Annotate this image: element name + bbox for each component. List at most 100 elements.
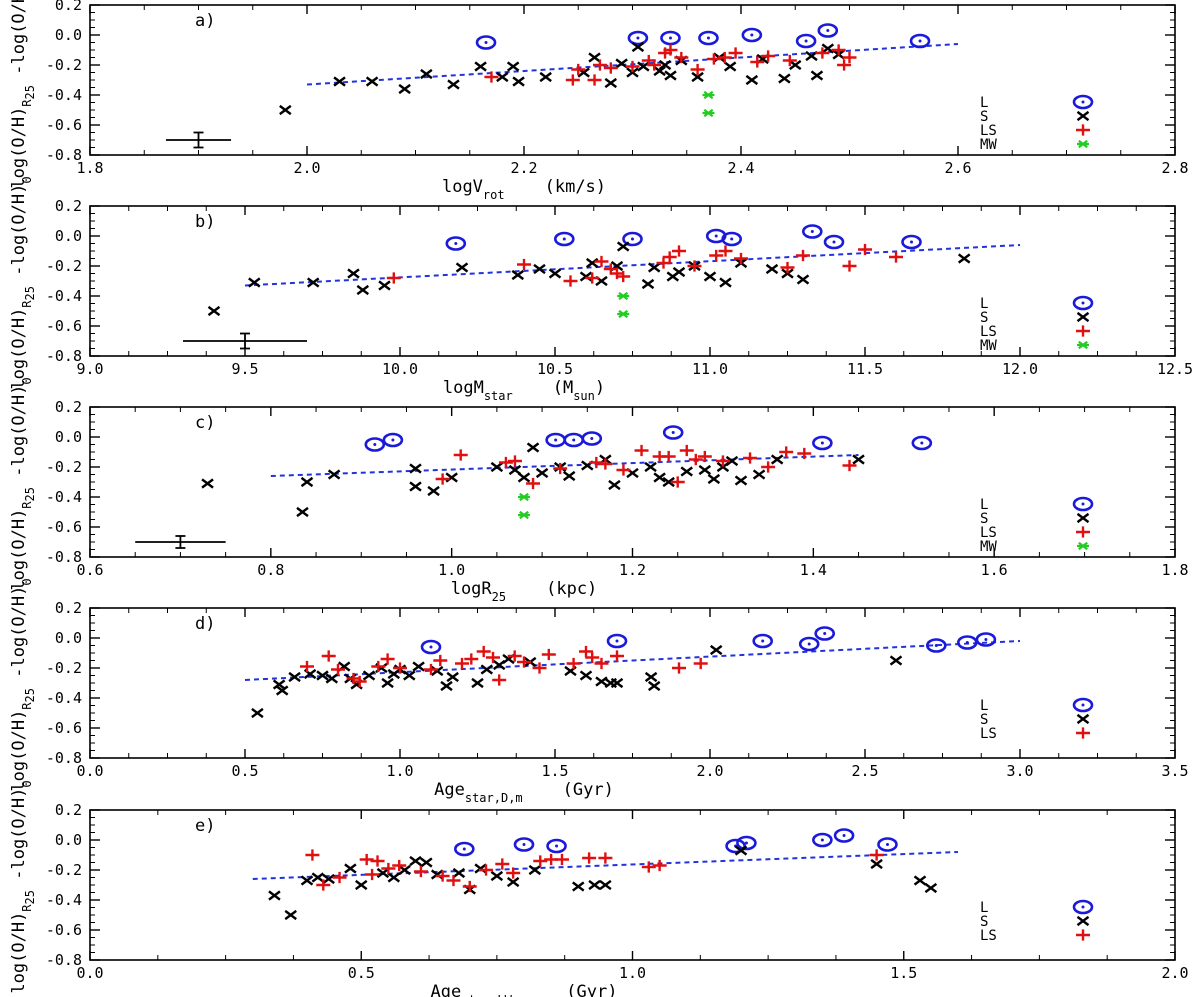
series-l [445,224,922,251]
data-point-s [709,644,723,656]
marker-dot [631,237,634,241]
legend-label: MW [980,539,997,555]
data-point-ls [687,260,702,272]
data-point-s [647,680,661,692]
data-point-s [526,442,540,453]
marker-dot [522,843,526,846]
marker-dot [744,841,748,845]
data-point-l [513,837,535,852]
x-title-unit-sub: sun [573,389,595,403]
marker-ring [420,639,442,655]
data-point-l [911,435,933,451]
data-point-s [664,70,677,81]
data-point-ls [316,879,331,891]
data-point-s [300,875,314,886]
marker-ring [736,835,757,851]
legend-label: MW [980,338,997,354]
y-title-sub1: R [20,904,34,912]
marker-dot [615,639,619,643]
plot-frame [89,809,1176,961]
data-point-l [812,832,833,848]
data-point-ls [571,63,586,76]
error-bar [183,332,307,350]
data-point-s [796,274,810,285]
series-l [454,828,898,857]
data-point-l [925,638,947,653]
data-point-s [440,680,453,692]
y-tick-label: 0.0 [55,629,82,647]
panel-label: d) [195,614,215,634]
marker-dot [918,39,922,43]
data-point-s [376,867,390,879]
x-title-main: logV [442,177,483,197]
legend-label: S [980,109,988,125]
y-title-main: log(O/H) [9,107,29,189]
data-point-l [660,30,681,46]
series-mw [702,90,715,118]
data-point-l [627,30,649,46]
legend-marker-l [1072,496,1094,512]
marker-ring [1072,697,1094,713]
data-point-s [296,506,309,518]
x-tick-label: 1.2 [619,561,646,579]
marker-dot [842,834,846,837]
data-point-ls [688,453,703,466]
x-tick-label: 1.0 [386,762,413,780]
data-point-s [398,83,411,95]
data-point-mw [518,492,530,502]
data-point-s [870,858,883,870]
series-ls [300,645,708,688]
data-point-s [572,881,585,892]
x-title-sub: star,D,m [465,791,523,805]
data-point-s [325,673,339,684]
marker-dot [1081,301,1085,305]
data-point-s [562,470,576,482]
data-point-s [778,73,791,84]
marker-ring [721,231,743,247]
x-tick-label: 2.8 [1161,159,1188,177]
marker-dot [832,240,836,244]
x-tick-label: 1.8 [1161,561,1188,579]
x-tick-label: 2.0 [293,159,320,177]
y-tick-label: 0.2 [55,599,82,617]
y-title-main: log(O/H) [9,308,29,390]
y-title-main: log(O/H) [9,710,29,792]
data-point-ls [715,455,730,467]
data-point-ls [479,864,494,876]
data-point-ls [656,257,671,269]
legend-marker-l [1072,899,1094,915]
y-title-main: log(O/H) [9,912,29,994]
legend-marker-s [1076,512,1090,524]
marker-ring [1072,295,1094,311]
series-mw [518,492,530,520]
data-point-s [420,857,433,868]
data-point-ls [371,660,386,673]
data-point-s [409,481,422,492]
data-point-s [539,71,552,83]
data-point-ls [498,456,513,469]
legend-marker-s [1076,713,1090,725]
plot-frame [89,4,1176,156]
legend-label: S [980,310,988,326]
data-point-ls [734,252,748,265]
series-ls [386,243,903,287]
data-point-s [691,71,704,83]
data-point-s [533,263,546,275]
data-point-ls [647,59,662,71]
data-point-s [588,879,601,891]
x-tick-label: 9.0 [76,360,103,378]
y-tick-label: -0.4 [46,689,82,707]
data-point-mw [617,291,630,301]
marker-dot [391,438,395,442]
data-point-s [647,262,661,273]
x-axis-title: Agestar,D,m (Gyr) [434,780,614,805]
data-point-ls [837,59,852,71]
data-point-s [745,74,759,86]
marker-dot [730,237,734,241]
legend-marker-ls [1076,124,1090,136]
data-point-s [644,461,657,473]
marker-dot [750,33,754,37]
data-point-l [901,234,922,250]
